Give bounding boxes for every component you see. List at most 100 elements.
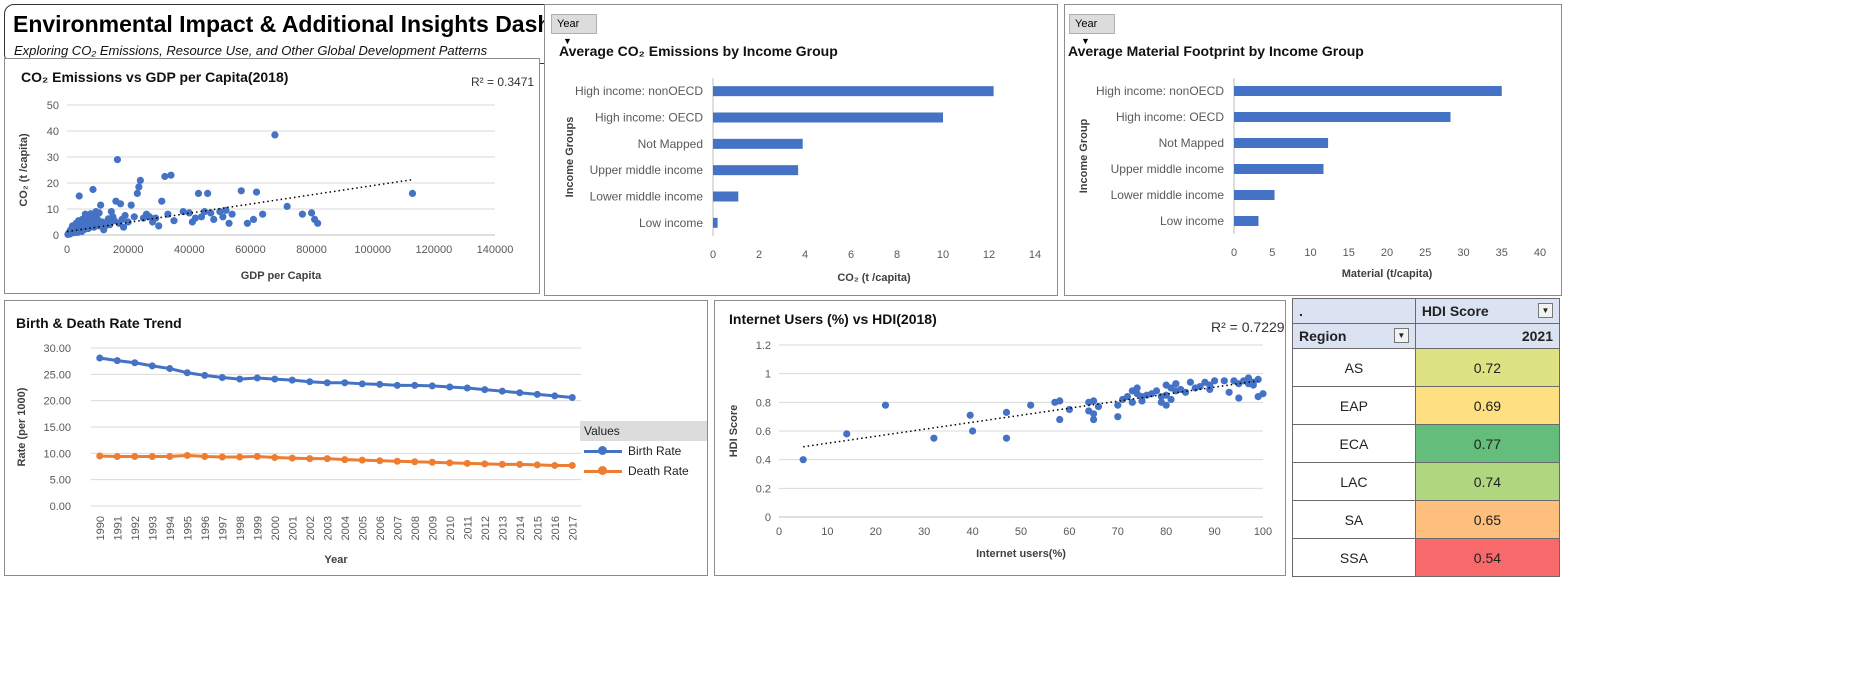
x-tick-label: 1999 xyxy=(252,516,264,540)
x-tick-label: 14 xyxy=(1029,249,1041,261)
data-point xyxy=(218,373,226,381)
bar xyxy=(1234,112,1451,122)
data-point xyxy=(148,452,156,460)
data-point xyxy=(1259,390,1267,398)
birth-death-line-chart: 0.00 5.00 10.00 15.00 20.00 25.00 30.00 1990 199… xyxy=(16,343,581,566)
data-point xyxy=(119,223,128,231)
y-tick-label: 5.00 xyxy=(50,475,71,487)
data-point xyxy=(393,457,401,465)
data-point xyxy=(1090,397,1098,405)
data-point xyxy=(204,189,212,197)
data-point xyxy=(1162,391,1170,399)
x-tick-label: 0 xyxy=(710,249,716,261)
x-tick-label: 40000 xyxy=(174,244,205,256)
bar xyxy=(713,191,739,202)
table-row: LAC 0.74 xyxy=(1292,462,1561,501)
data-point xyxy=(75,192,83,200)
data-point xyxy=(283,202,291,210)
data-point xyxy=(152,214,160,222)
hdi-score-cell: 0.54 xyxy=(1414,538,1561,577)
data-point xyxy=(1056,397,1064,405)
x-tick-label: 1990 xyxy=(95,516,107,540)
y-tick-label: 0.8 xyxy=(756,397,771,409)
data-point xyxy=(127,201,135,209)
data-point xyxy=(1114,413,1122,421)
data-point xyxy=(288,454,296,462)
hdi-score-table: . HDI Score ▼ Region ▼ 2021 AS 0.72 EAP 0.69 E… xyxy=(1292,298,1561,577)
x-tick-label: 2000 xyxy=(270,516,282,540)
filter-icon[interactable]: ▼ xyxy=(1393,328,1409,343)
material-year-filter-button[interactable]: Year▼ xyxy=(1069,14,1115,46)
data-point xyxy=(271,454,279,462)
bar xyxy=(1234,216,1259,226)
data-point xyxy=(341,456,349,464)
data-point xyxy=(133,189,141,197)
x-tick-label: 4 xyxy=(802,249,808,261)
data-point xyxy=(124,218,132,226)
hdi-score-cell: 0.72 xyxy=(1414,348,1561,387)
data-point xyxy=(1128,398,1136,406)
data-point xyxy=(323,379,331,387)
data-point xyxy=(1027,401,1035,409)
data-point xyxy=(131,359,139,367)
category-label: Upper middle income xyxy=(1111,162,1225,176)
y-tick-label: 20.00 xyxy=(43,396,71,408)
data-point xyxy=(1123,393,1132,401)
data-point xyxy=(249,215,258,223)
x-tick-label: 1996 xyxy=(200,516,212,540)
data-point xyxy=(428,458,436,466)
category-label: Low income xyxy=(1160,214,1224,228)
data-point xyxy=(1244,374,1253,382)
data-point xyxy=(210,215,218,223)
data-point xyxy=(1254,375,1262,383)
category-label: High income: OECD xyxy=(1116,110,1224,124)
x-tick-label: 2003 xyxy=(322,516,334,540)
y-tick-label: 30.00 xyxy=(43,343,71,355)
hdi-table-corner: . xyxy=(1292,298,1416,324)
x-tick-label: 140000 xyxy=(477,244,514,256)
x-tick-label: 1994 xyxy=(165,516,177,540)
data-point xyxy=(1090,415,1098,424)
data-point xyxy=(463,459,471,467)
x-tick-label: 35 xyxy=(1496,247,1508,259)
data-point xyxy=(243,219,251,227)
category-label: High income: nonOECD xyxy=(575,84,703,98)
data-point xyxy=(89,185,97,194)
hdi-score-header: HDI Score ▼ xyxy=(1414,298,1561,324)
data-point xyxy=(1162,401,1170,409)
filter-icon[interactable]: ▼ xyxy=(1538,303,1553,318)
data-point xyxy=(183,369,191,377)
x-axis-title: Internet users(%) xyxy=(976,548,1066,560)
data-point xyxy=(271,131,279,139)
bar xyxy=(1234,190,1275,200)
x-tick-label: 100 xyxy=(1254,526,1272,538)
category-label: Upper middle income xyxy=(590,163,704,177)
y-tick-label: 10.00 xyxy=(43,448,71,460)
data-point xyxy=(216,208,224,216)
data-point xyxy=(113,357,121,365)
x-tick-label: 2017 xyxy=(567,516,579,540)
data-point xyxy=(446,383,454,391)
bar xyxy=(713,138,803,149)
data-point xyxy=(314,219,322,227)
data-point xyxy=(533,390,541,398)
data-point xyxy=(1206,385,1214,394)
x-tick-label: 100000 xyxy=(354,244,391,256)
data-point xyxy=(1138,397,1146,405)
co2-year-filter-button[interactable]: Year▼ xyxy=(551,14,597,46)
data-point xyxy=(130,213,138,221)
data-point xyxy=(969,427,977,435)
x-axis-title: Year xyxy=(324,554,348,566)
data-point xyxy=(237,187,245,195)
bar xyxy=(713,86,994,97)
region-cell: SA xyxy=(1292,500,1416,539)
region-header: Region ▼ xyxy=(1292,323,1416,349)
x-axis-title: GDP per Capita xyxy=(241,270,322,282)
data-point xyxy=(236,375,244,383)
data-point xyxy=(183,451,191,459)
y-tick-label: 0 xyxy=(53,230,59,242)
data-point xyxy=(179,208,187,216)
x-axis-title: CO₂ (t /capita) xyxy=(837,272,911,284)
x-tick-label: 2010 xyxy=(445,516,457,540)
y-tick-label: 25.00 xyxy=(43,369,71,381)
